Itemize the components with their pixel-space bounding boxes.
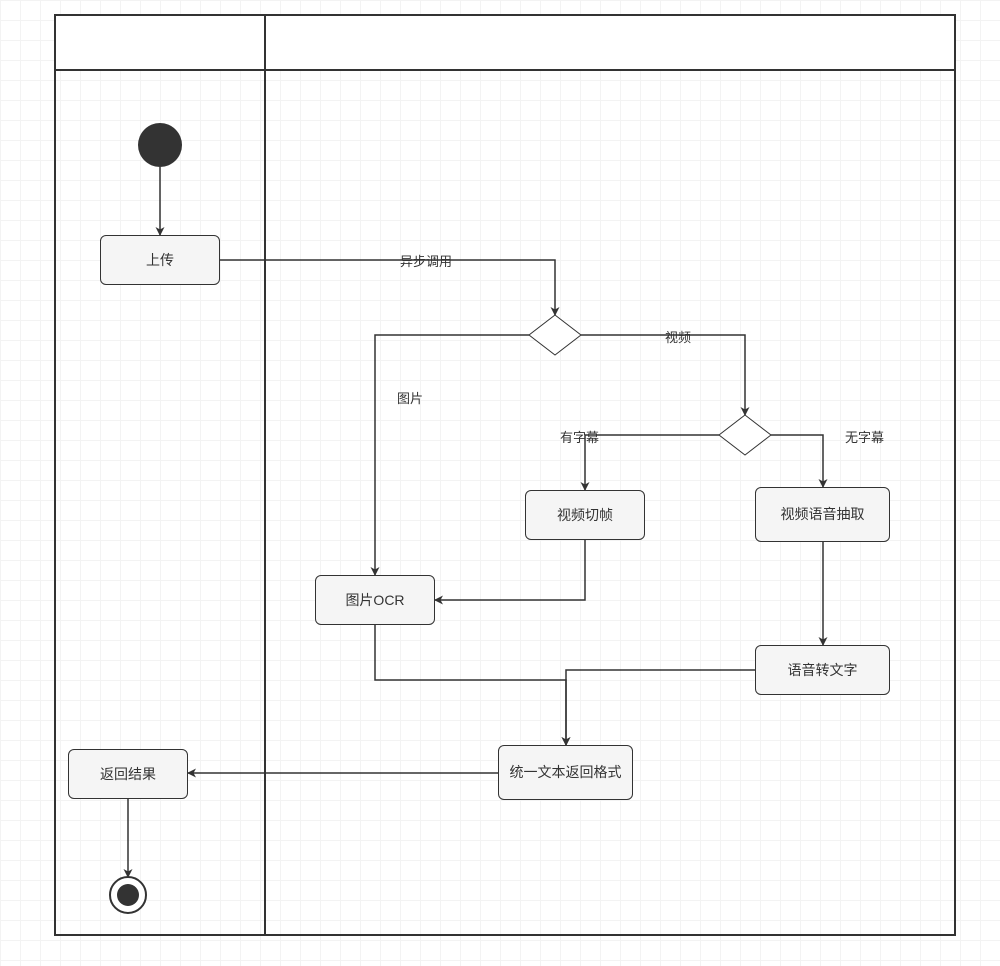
node-upload: 上传 (100, 235, 220, 285)
diagram-svg (0, 0, 1000, 966)
node-stt: 语音转文字 (755, 645, 890, 695)
node-label-ocr: 图片OCR (345, 591, 404, 609)
node-result: 返回结果 (68, 749, 188, 799)
edge-e_d1_ocr (375, 335, 529, 575)
edge-e_d2_audio (771, 435, 823, 487)
node-label-audio_extract: 视频语音抽取 (781, 505, 865, 523)
decision-d1 (529, 315, 581, 355)
edge-e_d2_frame (585, 435, 719, 490)
edge-e_upload_d1 (220, 260, 555, 315)
end-node-inner (117, 884, 139, 906)
edge-label-e_upload_d1: 异步调用 (400, 251, 452, 270)
node-label-unify: 统一文本返回格式 (510, 763, 622, 781)
node-label-frame_cut: 视频切帧 (557, 506, 613, 524)
node-ocr: 图片OCR (315, 575, 435, 625)
decision-d2 (719, 415, 771, 455)
node-label-stt: 语音转文字 (788, 661, 858, 679)
edge-e_frame_ocr (435, 540, 585, 600)
edge-e_d1_d2 (581, 335, 745, 415)
node-label-result: 返回结果 (100, 765, 156, 783)
node-audio_extract: 视频语音抽取 (755, 487, 890, 542)
start-node (138, 123, 182, 167)
node-label-upload: 上传 (146, 251, 174, 269)
node-frame_cut: 视频切帧 (525, 490, 645, 540)
edge-label-e_d1_d2: 视频 (665, 327, 691, 346)
edge-e_stt_unify (566, 670, 755, 745)
edge-label-e_d2_frame: 有字幕 (560, 427, 599, 446)
node-unify: 统一文本返回格式 (498, 745, 633, 800)
edge-e_ocr_unify (375, 625, 566, 745)
edge-label-e_d2_audio: 无字幕 (845, 427, 884, 446)
edge-label-e_d1_ocr: 图片 (397, 388, 423, 407)
